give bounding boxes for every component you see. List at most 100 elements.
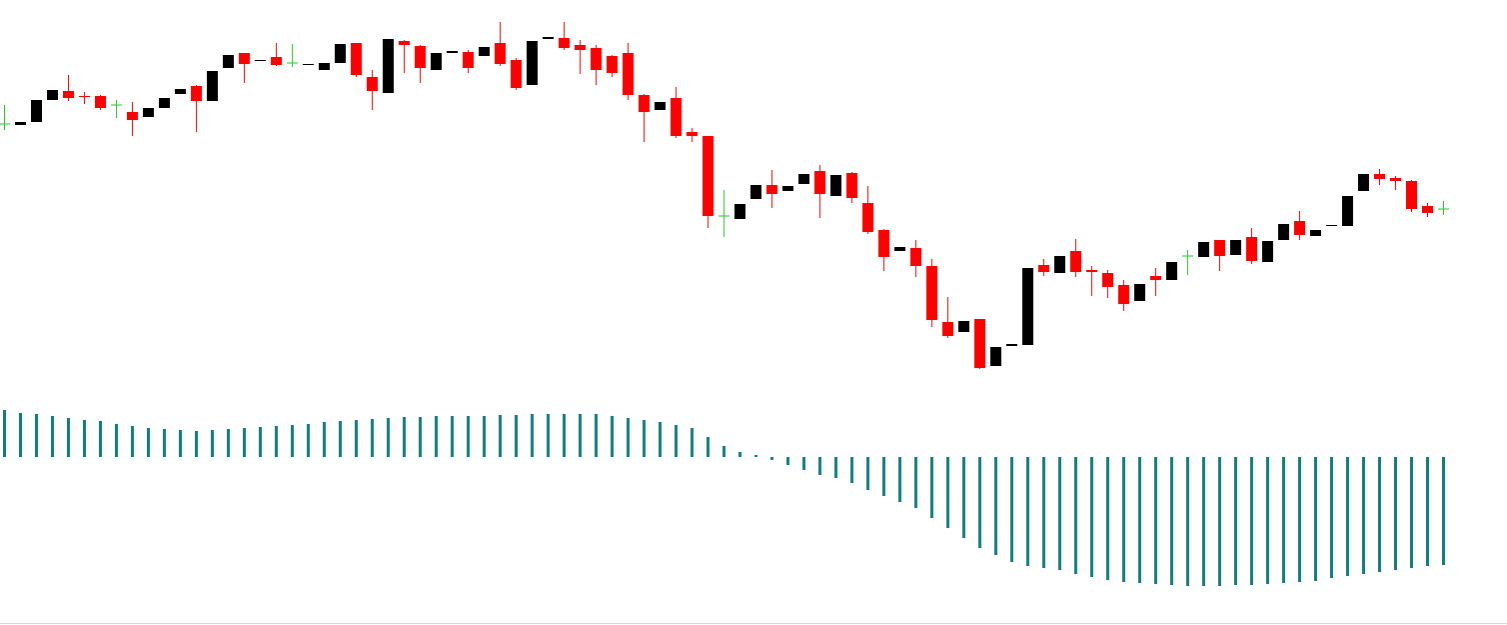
- candle-body: [190, 86, 202, 101]
- histogram-bar: [930, 457, 934, 518]
- candle-body: [926, 266, 938, 320]
- histogram-bar: [1154, 457, 1158, 584]
- histogram-bar: [642, 420, 646, 457]
- candle-body: [334, 44, 346, 63]
- candle-body: [382, 39, 394, 93]
- candle-body: [862, 203, 874, 232]
- histogram-bar: [482, 416, 486, 457]
- candle-body: [798, 174, 810, 184]
- histogram-bar: [850, 457, 854, 483]
- histogram-bar: [146, 428, 150, 457]
- candle-body: [1310, 230, 1322, 236]
- histogram-bar: [962, 457, 966, 538]
- candle-body: [654, 102, 666, 110]
- histogram-bar: [34, 414, 38, 457]
- candle-body: [702, 136, 714, 216]
- histogram-bar: [1330, 457, 1334, 578]
- histogram-bar: [418, 417, 422, 457]
- histogram-bar: [898, 457, 902, 502]
- histogram-bar: [386, 418, 390, 457]
- candle-body: [878, 230, 890, 257]
- histogram-bar: [338, 421, 342, 457]
- candle-body: [1358, 174, 1370, 191]
- candle-body: [830, 175, 842, 196]
- histogram-bar: [194, 431, 198, 457]
- histogram-bar: [1042, 457, 1046, 568]
- histogram-bar: [242, 428, 246, 457]
- histogram-bar: [1026, 457, 1030, 566]
- candle-body: [958, 321, 970, 332]
- histogram-bar: [1298, 457, 1302, 582]
- candle-body: [1342, 196, 1354, 226]
- candle-body: [1038, 265, 1050, 272]
- candle-body: [238, 53, 250, 64]
- candle-body: [638, 95, 650, 112]
- histogram-bar: [114, 424, 118, 457]
- histogram-bar: [610, 416, 614, 457]
- histogram-bar: [258, 427, 262, 457]
- histogram-bar: [738, 452, 742, 457]
- candle-body: [622, 53, 634, 95]
- candle-body: [670, 98, 682, 136]
- histogram-bar: [1106, 457, 1110, 580]
- candle-body: [142, 108, 154, 117]
- candle-body: [510, 60, 522, 88]
- histogram-bar: [1442, 457, 1445, 565]
- histogram-bar: [1346, 457, 1350, 576]
- histogram-bar: [1314, 457, 1318, 581]
- candle-body: [1054, 256, 1066, 273]
- histogram-bar: [754, 455, 758, 457]
- candle-body: [78, 96, 90, 97]
- histogram-bar: [802, 457, 806, 470]
- candle-body: [526, 41, 538, 85]
- histogram-bar: [322, 422, 326, 457]
- histogram-bar: [50, 416, 54, 457]
- histogram-bar: [1218, 457, 1222, 586]
- candle-body: [558, 38, 570, 48]
- histogram-bar: [674, 425, 678, 457]
- histogram-bar: [546, 414, 550, 457]
- histogram-bar: [1394, 457, 1398, 570]
- histogram-bar: [1138, 457, 1142, 583]
- candle-body: [990, 347, 1002, 366]
- candle-body: [1278, 224, 1290, 240]
- histogram-bar: [98, 421, 102, 457]
- histogram-bar: [402, 417, 406, 457]
- histogram-bar: [706, 437, 710, 457]
- histogram-bar: [1058, 457, 1062, 570]
- histogram-bar: [594, 414, 598, 457]
- candle-body: [766, 185, 778, 194]
- histogram-bar: [946, 457, 950, 528]
- candle-body: [910, 248, 922, 266]
- histogram-bar: [498, 415, 502, 457]
- histogram-bar: [130, 426, 134, 457]
- candle-body: [270, 57, 282, 65]
- candle-body: [1134, 284, 1146, 301]
- candle-body: [350, 43, 362, 75]
- candle-body: [782, 186, 794, 191]
- histogram-bar: [818, 457, 822, 475]
- histogram-bar: [578, 414, 582, 457]
- candle-body: [254, 60, 266, 61]
- histogram-bar: [1266, 457, 1270, 584]
- histogram-bar: [786, 457, 790, 465]
- candle-body: [46, 90, 58, 100]
- histogram-bar: [354, 420, 358, 457]
- histogram-bar: [1378, 457, 1382, 572]
- histogram-bar: [1234, 457, 1238, 585]
- histogram-bar: [866, 457, 870, 490]
- histogram-bar: [722, 446, 726, 457]
- histogram-bar: [226, 429, 230, 457]
- candle-body: [1422, 206, 1434, 213]
- histogram-bar: [1170, 457, 1174, 585]
- candle-body: [1022, 268, 1034, 345]
- histogram-bar: [210, 430, 214, 457]
- histogram-bar: [370, 419, 374, 457]
- histogram-bar: [514, 415, 518, 457]
- candle-body: [94, 96, 106, 108]
- candle-body: [1150, 276, 1162, 280]
- candle-body: [1166, 262, 1178, 280]
- histogram-bar: [1426, 457, 1430, 566]
